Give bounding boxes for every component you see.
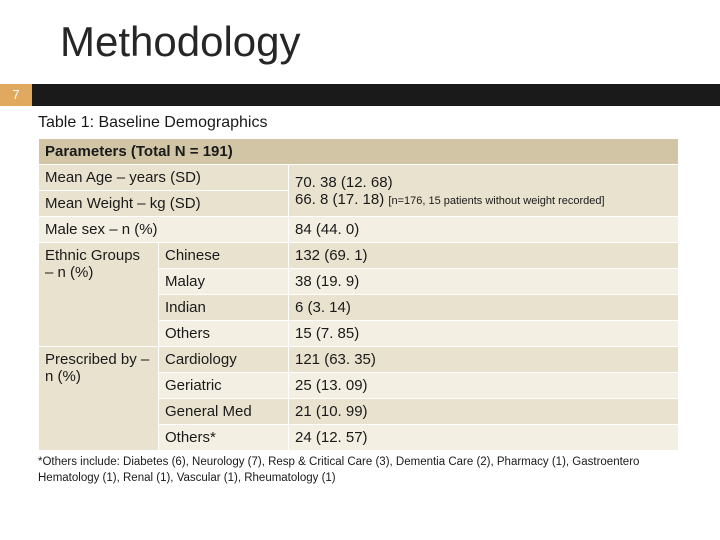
prescribed-others-value: 24 (12. 57)	[289, 425, 679, 451]
age-value: 70. 38 (12. 68)	[295, 174, 393, 191]
ethnic-malay-label: Malay	[159, 269, 289, 295]
ethnic-group-label: Ethnic Groups – n (%)	[39, 243, 159, 347]
header-strip	[32, 84, 720, 106]
ethnic-indian-value: 6 (3. 14)	[289, 295, 679, 321]
male-value: 84 (44. 0)	[289, 217, 679, 243]
prescribed-geri-value: 25 (13. 09)	[289, 373, 679, 399]
ethnic-chinese-value: 132 (69. 1)	[289, 243, 679, 269]
prescribed-genmed-label: General Med	[159, 399, 289, 425]
page-strip: 7	[0, 84, 720, 106]
page-number-tab: 7	[0, 84, 32, 106]
ethnic-others-label: Others	[159, 321, 289, 347]
slide-title: Methodology	[0, 0, 720, 84]
age-weight-values: 70. 38 (12. 68) 66. 8 (17. 18) [n=176, 1…	[289, 165, 679, 217]
content-area: Table 1: Baseline Demographics Parameter…	[0, 106, 720, 451]
prescribed-geri-label: Geriatric	[159, 373, 289, 399]
age-label: Mean Age – years (SD)	[39, 165, 288, 191]
weight-label: Mean Weight – kg (SD)	[39, 191, 288, 216]
prescribed-cardio-value: 121 (63. 35)	[289, 347, 679, 373]
table-caption: Table 1: Baseline Demographics	[38, 114, 720, 132]
table-header: Parameters (Total N = 191)	[39, 139, 679, 165]
demographics-table: Parameters (Total N = 191) Mean Age – ye…	[38, 138, 679, 451]
ethnic-indian-label: Indian	[159, 295, 289, 321]
ethnic-chinese-label: Chinese	[159, 243, 289, 269]
ethnic-others-value: 15 (7. 85)	[289, 321, 679, 347]
prescribed-genmed-value: 21 (10. 99)	[289, 399, 679, 425]
ethnic-malay-value: 38 (19. 9)	[289, 269, 679, 295]
footnote: *Others include: Diabetes (6), Neurology…	[0, 451, 700, 486]
prescribed-cardio-label: Cardiology	[159, 347, 289, 373]
male-label: Male sex – n (%)	[39, 217, 289, 243]
weight-value: 66. 8 (17. 18)	[295, 191, 388, 208]
weight-note: [n=176, 15 patients without weight recor…	[388, 195, 604, 207]
prescribed-others-label: Others*	[159, 425, 289, 451]
prescribed-label: Prescribed by – n (%)	[39, 347, 159, 451]
